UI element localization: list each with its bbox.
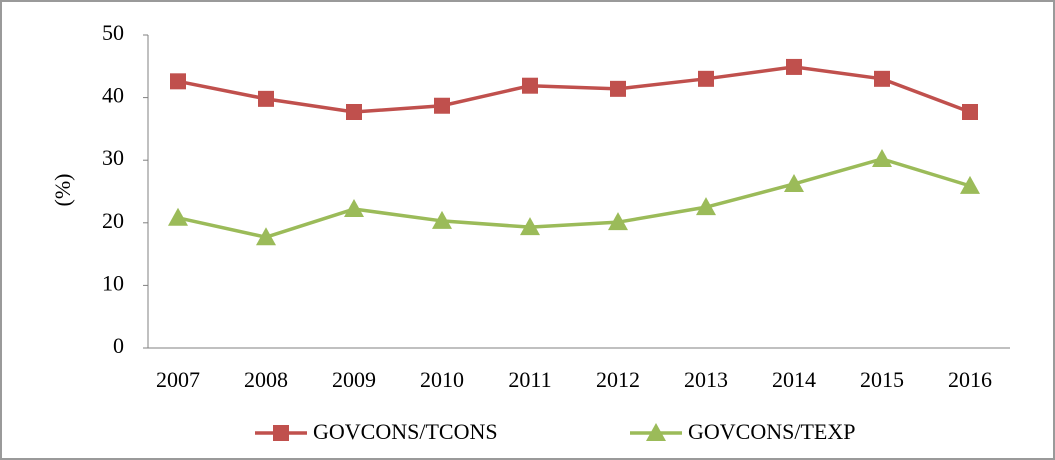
marker [258, 90, 274, 107]
x-tick-label: 2014 [772, 367, 816, 392]
marker [273, 425, 289, 441]
x-tick-label: 2007 [156, 367, 200, 392]
x-tick-label: 2013 [684, 367, 728, 392]
y-tick-label: 50 [102, 20, 124, 45]
marker [610, 80, 626, 97]
x-tick-label: 2008 [244, 367, 288, 392]
marker [432, 210, 452, 229]
y-tick-label: 30 [102, 145, 124, 170]
marker [344, 199, 364, 218]
marker [872, 148, 892, 167]
legend-label: GOVCONS/TEXP [688, 419, 855, 444]
marker [874, 70, 890, 87]
marker [608, 212, 628, 231]
legend-label: GOVCONS/TCONS [313, 419, 498, 444]
series-line [177, 65, 971, 114]
marker [786, 58, 802, 75]
series-line [177, 157, 971, 240]
marker [168, 207, 188, 226]
marker [962, 103, 978, 120]
y-tick-label: 40 [102, 83, 124, 108]
marker [346, 103, 362, 120]
marker [696, 197, 716, 216]
x-tick-label: 2010 [420, 367, 464, 392]
marker [698, 70, 714, 87]
marker [784, 173, 804, 192]
marker [434, 97, 450, 114]
marker [646, 423, 666, 441]
marker [170, 73, 186, 90]
y-axis-label: (%) [50, 174, 75, 207]
y-tick-label: 0 [113, 333, 124, 358]
x-tick-label: 2012 [596, 367, 640, 392]
marker [520, 217, 540, 236]
y-tick-label: 20 [102, 208, 124, 233]
x-tick-label: 2011 [508, 367, 551, 392]
x-tick-label: 2015 [860, 367, 904, 392]
x-tick-label: 2016 [948, 367, 992, 392]
y-tick-label: 10 [102, 270, 124, 295]
marker [522, 77, 538, 94]
marker [960, 175, 980, 194]
x-tick-label: 2009 [332, 367, 376, 392]
marker [256, 227, 276, 246]
